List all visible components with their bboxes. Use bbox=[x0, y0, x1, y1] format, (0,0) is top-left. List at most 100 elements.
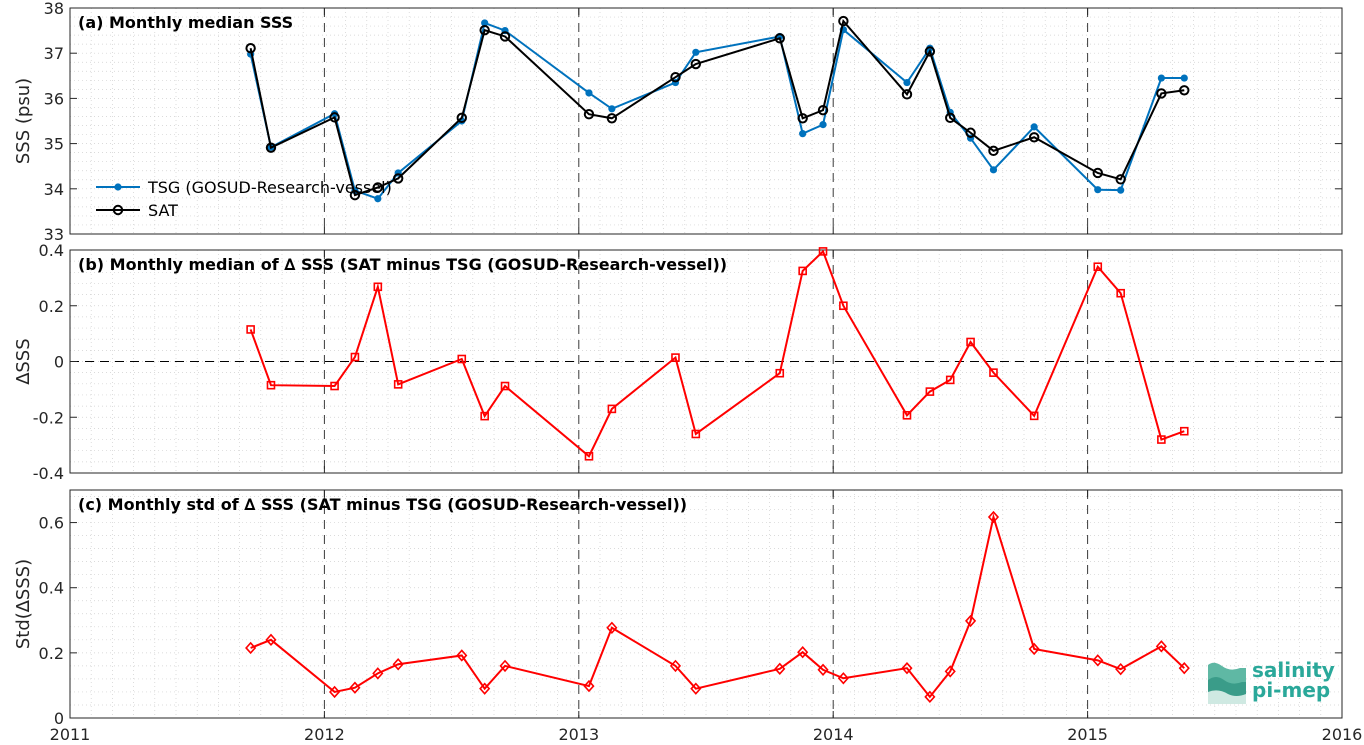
data-point bbox=[924, 690, 936, 704]
data-point bbox=[691, 429, 701, 439]
data-point bbox=[797, 113, 808, 124]
x-tick-label: 2015 bbox=[1067, 725, 1108, 744]
y-tick-label: 0 bbox=[54, 353, 64, 372]
data-point bbox=[837, 672, 849, 685]
data-point bbox=[944, 665, 956, 678]
data-point bbox=[583, 679, 595, 693]
data-point bbox=[392, 658, 404, 671]
data-point bbox=[799, 130, 807, 138]
data-point bbox=[392, 173, 404, 184]
data-point bbox=[1030, 123, 1038, 131]
data-point bbox=[1115, 174, 1126, 185]
data-point bbox=[608, 105, 616, 113]
data-point bbox=[456, 112, 467, 124]
data-point bbox=[901, 661, 913, 675]
data-point bbox=[373, 282, 383, 292]
panel-title: (c) Monthly std of ∆ SSS (SAT minus TSG … bbox=[78, 495, 687, 514]
series-line bbox=[249, 249, 1185, 458]
x-tick-label: 2016 bbox=[1322, 725, 1363, 744]
x-tick-label: 2012 bbox=[304, 725, 345, 744]
data-point bbox=[924, 46, 936, 57]
data-point bbox=[499, 659, 511, 673]
data-point bbox=[817, 663, 829, 676]
data-point bbox=[670, 71, 681, 83]
minor-grid bbox=[70, 8, 1342, 234]
minor-grid bbox=[70, 490, 1342, 718]
logo-wave-icon bbox=[1208, 662, 1246, 704]
data-point bbox=[479, 682, 491, 695]
y-tick-label: 35 bbox=[44, 135, 64, 154]
data-point bbox=[500, 381, 510, 391]
minor-grid bbox=[70, 250, 1342, 473]
data-point bbox=[328, 685, 341, 699]
chart-panel-3: 0 0.2 0.4 0.6 2011 2012 2013 2014 2015 2016 Std(∆S… bbox=[13, 489, 1363, 744]
data-point bbox=[989, 368, 998, 377]
legend-marker bbox=[112, 204, 124, 216]
data-point bbox=[457, 354, 467, 364]
data-point bbox=[817, 104, 829, 116]
data-point bbox=[797, 646, 809, 659]
axes-box bbox=[69, 7, 1343, 235]
data-point bbox=[692, 48, 700, 56]
data-point bbox=[669, 659, 682, 673]
data-point bbox=[926, 44, 934, 52]
y-tick-label: 0.6 bbox=[39, 514, 64, 533]
y-tick-label: 0.4 bbox=[39, 241, 64, 260]
data-point bbox=[606, 621, 618, 634]
data-point bbox=[945, 112, 956, 124]
series-line bbox=[250, 513, 1185, 699]
data-point bbox=[266, 380, 276, 390]
data-point bbox=[671, 353, 680, 362]
data-point bbox=[584, 451, 594, 461]
data-point bbox=[246, 325, 255, 334]
series-2 bbox=[245, 15, 1190, 201]
legend: TSG (GOSUD-Research-vessel) SAT bbox=[96, 178, 392, 220]
data-point bbox=[499, 31, 511, 42]
data-point bbox=[481, 19, 489, 27]
y-tick-label: 38 bbox=[44, 0, 64, 18]
data-point bbox=[1028, 132, 1040, 143]
data-point bbox=[838, 15, 849, 27]
data-point bbox=[966, 337, 975, 347]
y-tick-label: 34 bbox=[44, 180, 64, 199]
data-point bbox=[1156, 88, 1167, 99]
data-point bbox=[1155, 640, 1167, 653]
chart-panel-2: -0.4 -0.2 0 0.2 0.4 ∆SSS (b) Monthly median of… bbox=[13, 241, 1343, 483]
y-tick-label: -0.4 bbox=[33, 464, 64, 483]
data-point bbox=[330, 381, 339, 391]
data-point bbox=[1116, 288, 1125, 298]
data-point bbox=[775, 368, 785, 378]
data-point bbox=[479, 24, 490, 36]
data-point bbox=[988, 145, 999, 157]
legend-marker bbox=[114, 183, 122, 191]
chart-panel-1: 33 34 35 36 37 38 SSS (psu) (a) Monthly median … bbox=[13, 0, 1343, 244]
data-point bbox=[349, 189, 361, 201]
data-point bbox=[1028, 642, 1040, 656]
data-point bbox=[839, 301, 848, 311]
data-point bbox=[1029, 411, 1039, 421]
data-point bbox=[583, 109, 595, 120]
data-point bbox=[265, 633, 277, 647]
data-point bbox=[965, 127, 976, 138]
y-axis-label: ∆SSS bbox=[13, 338, 34, 385]
data-point bbox=[329, 112, 340, 123]
data-point bbox=[1157, 435, 1166, 444]
data-point bbox=[798, 266, 807, 276]
series-1 bbox=[246, 247, 1189, 461]
logo-line2: pi-mep bbox=[1252, 678, 1330, 702]
panel-title: (b) Monthly median of ∆ SSS (SAT minus T… bbox=[78, 255, 727, 274]
data-point bbox=[987, 510, 1000, 524]
y-tick-label: 36 bbox=[44, 89, 64, 108]
data-point bbox=[690, 682, 702, 695]
data-point bbox=[607, 404, 617, 414]
data-point bbox=[902, 410, 912, 420]
data-point bbox=[245, 641, 257, 655]
y-tick-label: -0.2 bbox=[33, 408, 64, 427]
data-point bbox=[1092, 654, 1104, 667]
y-axis-label: SSS (psu) bbox=[13, 78, 34, 164]
legend-label: SAT bbox=[148, 201, 178, 220]
panel-title: (a) Monthly median SSS bbox=[78, 13, 293, 32]
y-tick-label: 0 bbox=[54, 709, 64, 728]
y-tick-label: 0.4 bbox=[39, 579, 64, 598]
